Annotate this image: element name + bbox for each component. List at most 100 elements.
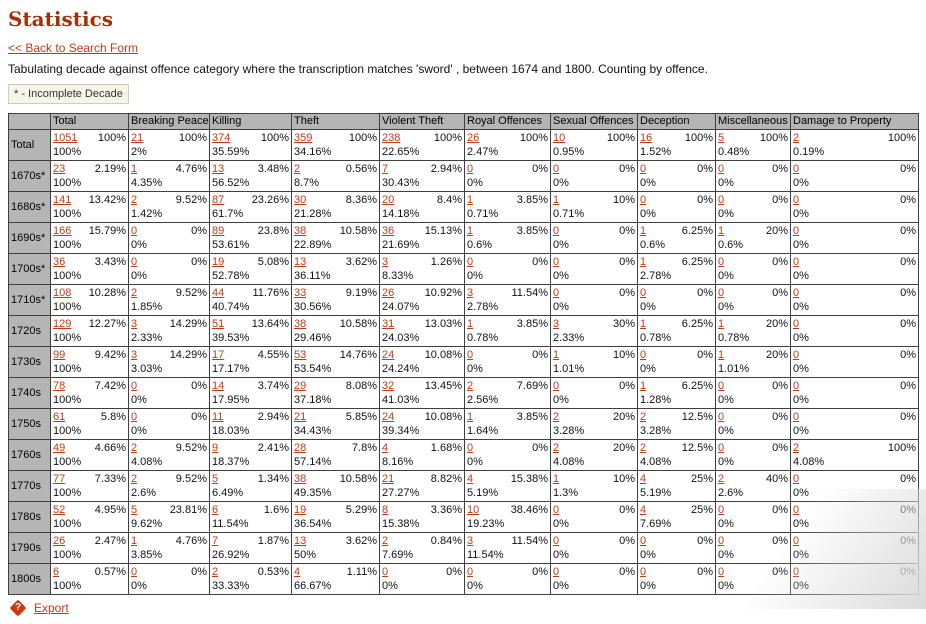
count-link[interactable]: 0	[793, 411, 800, 423]
count-link[interactable]: 2	[467, 380, 474, 392]
count-link[interactable]: 1	[718, 318, 725, 330]
count-link[interactable]: 31	[382, 318, 395, 330]
count-link[interactable]: 44	[212, 287, 225, 299]
count-link[interactable]: 0	[553, 535, 560, 547]
count-link[interactable]: 51	[212, 318, 225, 330]
count-link[interactable]: 6	[53, 566, 60, 578]
count-link[interactable]: 2	[793, 132, 800, 144]
count-link[interactable]: 49	[53, 442, 66, 454]
count-link[interactable]: 0	[793, 380, 800, 392]
count-link[interactable]: 0	[718, 163, 725, 175]
count-link[interactable]: 0	[553, 287, 560, 299]
count-link[interactable]: 0	[640, 535, 647, 547]
count-link[interactable]: 6	[212, 504, 219, 516]
count-link[interactable]: 28	[294, 442, 307, 454]
count-link[interactable]: 0	[467, 442, 474, 454]
count-link[interactable]: 0	[793, 225, 800, 237]
count-link[interactable]: 2	[294, 163, 301, 175]
count-link[interactable]: 0	[793, 256, 800, 268]
back-to-search-link[interactable]: << Back to Search Form	[8, 41, 139, 55]
count-link[interactable]: 29	[294, 380, 307, 392]
count-link[interactable]: 0	[553, 163, 560, 175]
count-link[interactable]: 1	[640, 380, 647, 392]
count-link[interactable]: 2	[382, 535, 389, 547]
count-link[interactable]: 13	[212, 163, 225, 175]
count-link[interactable]: 1	[553, 473, 560, 485]
count-link[interactable]: 2	[131, 287, 138, 299]
count-link[interactable]: 0	[793, 566, 800, 578]
count-link[interactable]: 20	[382, 194, 395, 206]
count-link[interactable]: 0	[793, 163, 800, 175]
count-link[interactable]: 4	[640, 504, 647, 516]
count-link[interactable]: 108	[53, 287, 72, 299]
count-link[interactable]: 0	[553, 225, 560, 237]
count-link[interactable]: 14	[212, 380, 225, 392]
count-link[interactable]: 0	[131, 225, 138, 237]
count-link[interactable]: 1	[467, 194, 474, 206]
count-link[interactable]: 0	[793, 535, 800, 547]
count-link[interactable]: 0	[553, 504, 560, 516]
count-link[interactable]: 8	[382, 504, 389, 516]
count-link[interactable]: 87	[212, 194, 225, 206]
count-link[interactable]: 0	[131, 256, 138, 268]
count-link[interactable]: 89	[212, 225, 225, 237]
count-link[interactable]: 36	[382, 225, 395, 237]
count-link[interactable]: 2	[131, 473, 138, 485]
count-link[interactable]: 3	[131, 318, 138, 330]
count-link[interactable]: 10	[467, 504, 480, 516]
count-link[interactable]: 1	[467, 411, 474, 423]
count-link[interactable]: 238	[382, 132, 401, 144]
count-link[interactable]: 21	[382, 473, 395, 485]
count-link[interactable]: 5	[718, 132, 725, 144]
count-link[interactable]: 0	[718, 380, 725, 392]
count-link[interactable]: 0	[793, 473, 800, 485]
count-link[interactable]: 26	[382, 287, 395, 299]
count-link[interactable]: 19	[212, 256, 225, 268]
count-link[interactable]: 0	[467, 349, 474, 361]
count-link[interactable]: 2	[553, 442, 560, 454]
count-link[interactable]: 2	[793, 442, 800, 454]
export-link[interactable]: Export	[34, 601, 69, 615]
count-link[interactable]: 0	[718, 287, 725, 299]
count-link[interactable]: 78	[53, 380, 66, 392]
count-link[interactable]: 0	[640, 287, 647, 299]
count-link[interactable]: 1	[718, 349, 725, 361]
count-link[interactable]: 36	[53, 256, 66, 268]
count-link[interactable]: 1	[553, 349, 560, 361]
count-link[interactable]: 52	[53, 504, 66, 516]
count-link[interactable]: 0	[718, 411, 725, 423]
count-link[interactable]: 24	[382, 349, 395, 361]
count-link[interactable]: 10	[553, 132, 566, 144]
count-link[interactable]: 1	[640, 256, 647, 268]
count-link[interactable]: 0	[640, 194, 647, 206]
count-link[interactable]: 0	[640, 349, 647, 361]
count-link[interactable]: 13	[294, 535, 307, 547]
count-link[interactable]: 4	[467, 473, 474, 485]
count-link[interactable]: 2	[640, 442, 647, 454]
count-link[interactable]: 4	[294, 566, 301, 578]
count-link[interactable]: 3	[553, 318, 560, 330]
count-link[interactable]: 0	[640, 163, 647, 175]
count-link[interactable]: 129	[53, 318, 72, 330]
count-link[interactable]: 23	[53, 163, 66, 175]
count-link[interactable]: 3	[467, 535, 474, 547]
count-link[interactable]: 1	[131, 535, 138, 547]
count-link[interactable]: 4	[640, 473, 647, 485]
count-link[interactable]: 0	[553, 566, 560, 578]
count-link[interactable]: 99	[53, 349, 66, 361]
count-link[interactable]: 32	[382, 380, 395, 392]
count-link[interactable]: 5	[212, 473, 219, 485]
count-link[interactable]: 2	[718, 473, 725, 485]
count-link[interactable]: 1	[553, 194, 560, 206]
count-link[interactable]: 0	[793, 318, 800, 330]
count-link[interactable]: 33	[294, 287, 307, 299]
count-link[interactable]: 11	[212, 411, 224, 423]
count-link[interactable]: 38	[294, 473, 307, 485]
count-link[interactable]: 26	[467, 132, 480, 144]
count-link[interactable]: 374	[212, 132, 231, 144]
count-link[interactable]: 1	[467, 318, 474, 330]
count-link[interactable]: 2	[640, 411, 647, 423]
count-link[interactable]: 0	[718, 194, 725, 206]
count-link[interactable]: 7	[382, 163, 389, 175]
count-link[interactable]: 0	[718, 535, 725, 547]
